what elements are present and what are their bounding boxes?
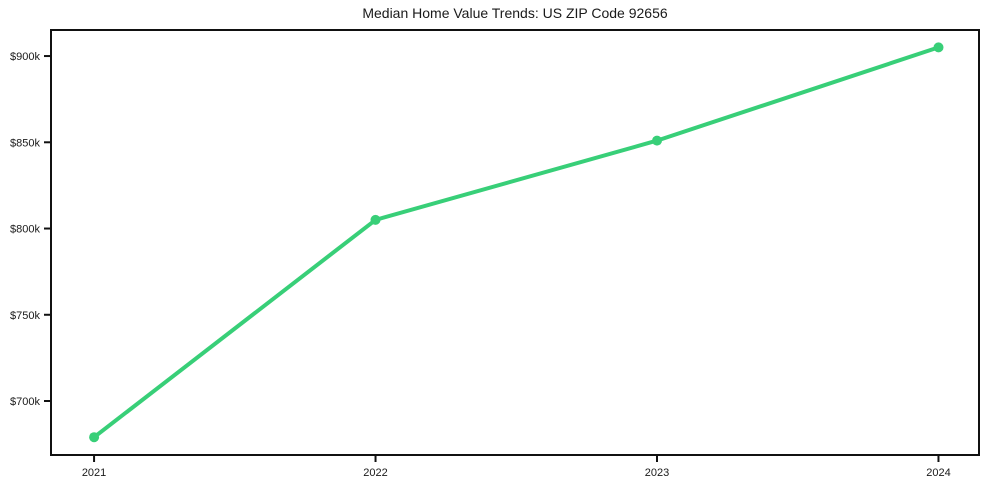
axes-layer: $700k $750k $800k $850k $900k 2021 2022 2023 202…	[10, 29, 980, 479]
series-line	[92, 45, 941, 440]
y-tick-label: $750k	[10, 310, 40, 322]
y-tick-label: $900k	[10, 51, 40, 63]
series-layer	[89, 42, 944, 443]
chart-title: Median Home Value Trends: US ZIP Code 92…	[362, 5, 668, 21]
x-tick-label: 2023	[645, 467, 669, 479]
data-point-2024	[933, 42, 944, 53]
x-tick-label: 2021	[82, 467, 106, 479]
x-tick-label: 2022	[363, 467, 387, 479]
plot-frame	[50, 29, 980, 456]
data-point-2023	[652, 135, 662, 146]
y-tick-label: $700k	[10, 396, 40, 408]
x-tick-label: 2024	[926, 467, 950, 479]
data-point-2021	[89, 432, 100, 443]
y-tick-label: $800k	[10, 224, 40, 236]
y-tick-label: $850k	[10, 137, 40, 149]
data-point-2022	[370, 214, 381, 225]
